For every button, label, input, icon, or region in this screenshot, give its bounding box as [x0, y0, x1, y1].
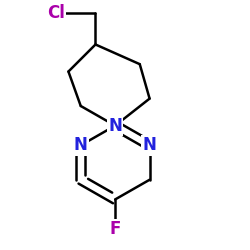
Text: Cl: Cl	[47, 4, 65, 22]
Text: N: N	[143, 136, 156, 154]
Text: N: N	[74, 136, 88, 154]
Text: N: N	[108, 117, 122, 135]
Text: F: F	[110, 220, 121, 238]
